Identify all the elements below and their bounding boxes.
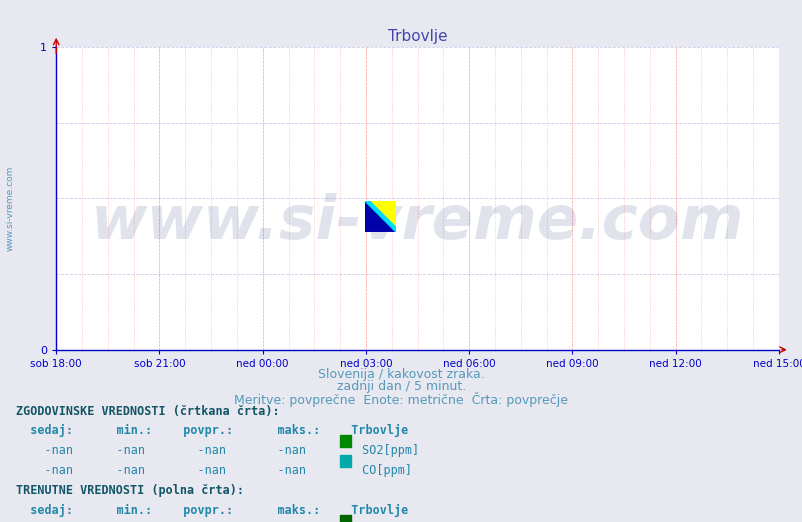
Text: sedaj:: sedaj: <box>16 504 73 517</box>
Text: Trbovlje: Trbovlje <box>337 504 408 517</box>
Text: maks.:: maks.: <box>249 504 320 517</box>
Text: Slovenija / kakovost zraka.: Slovenija / kakovost zraka. <box>318 368 484 381</box>
Title: Trbovlje: Trbovlje <box>387 29 447 44</box>
Text: min.:: min.: <box>88 504 152 517</box>
Text: -nan: -nan <box>88 464 145 477</box>
Text: -nan: -nan <box>249 464 306 477</box>
Text: www.si-vreme.com: www.si-vreme.com <box>91 193 743 252</box>
Text: -nan: -nan <box>16 444 73 457</box>
Text: -nan: -nan <box>16 464 73 477</box>
Text: maks.:: maks.: <box>249 424 320 437</box>
Text: zadnji dan / 5 minut.: zadnji dan / 5 minut. <box>337 380 465 393</box>
Text: -nan: -nan <box>249 444 306 457</box>
Text: Trbovlje: Trbovlje <box>337 424 408 437</box>
Text: CO[ppm]: CO[ppm] <box>354 464 411 477</box>
Text: SO2[ppm]: SO2[ppm] <box>354 444 419 457</box>
Text: -nan: -nan <box>168 444 225 457</box>
Polygon shape <box>365 201 395 232</box>
Text: ZGODOVINSKE VREDNOSTI (črtkana črta):: ZGODOVINSKE VREDNOSTI (črtkana črta): <box>16 405 279 418</box>
Text: -nan: -nan <box>168 464 225 477</box>
Text: TRENUTNE VREDNOSTI (polna črta):: TRENUTNE VREDNOSTI (polna črta): <box>16 484 244 497</box>
Text: -nan: -nan <box>88 444 145 457</box>
Text: Meritve: povprečne  Enote: metrične  Črta: povprečje: Meritve: povprečne Enote: metrične Črta:… <box>234 392 568 407</box>
Text: povpr.:: povpr.: <box>168 504 233 517</box>
Polygon shape <box>365 201 395 232</box>
Text: sedaj:: sedaj: <box>16 424 73 437</box>
Text: www.si-vreme.com: www.si-vreme.com <box>6 166 15 252</box>
Polygon shape <box>365 201 395 232</box>
Text: min.:: min.: <box>88 424 152 437</box>
Text: povpr.:: povpr.: <box>168 424 233 437</box>
